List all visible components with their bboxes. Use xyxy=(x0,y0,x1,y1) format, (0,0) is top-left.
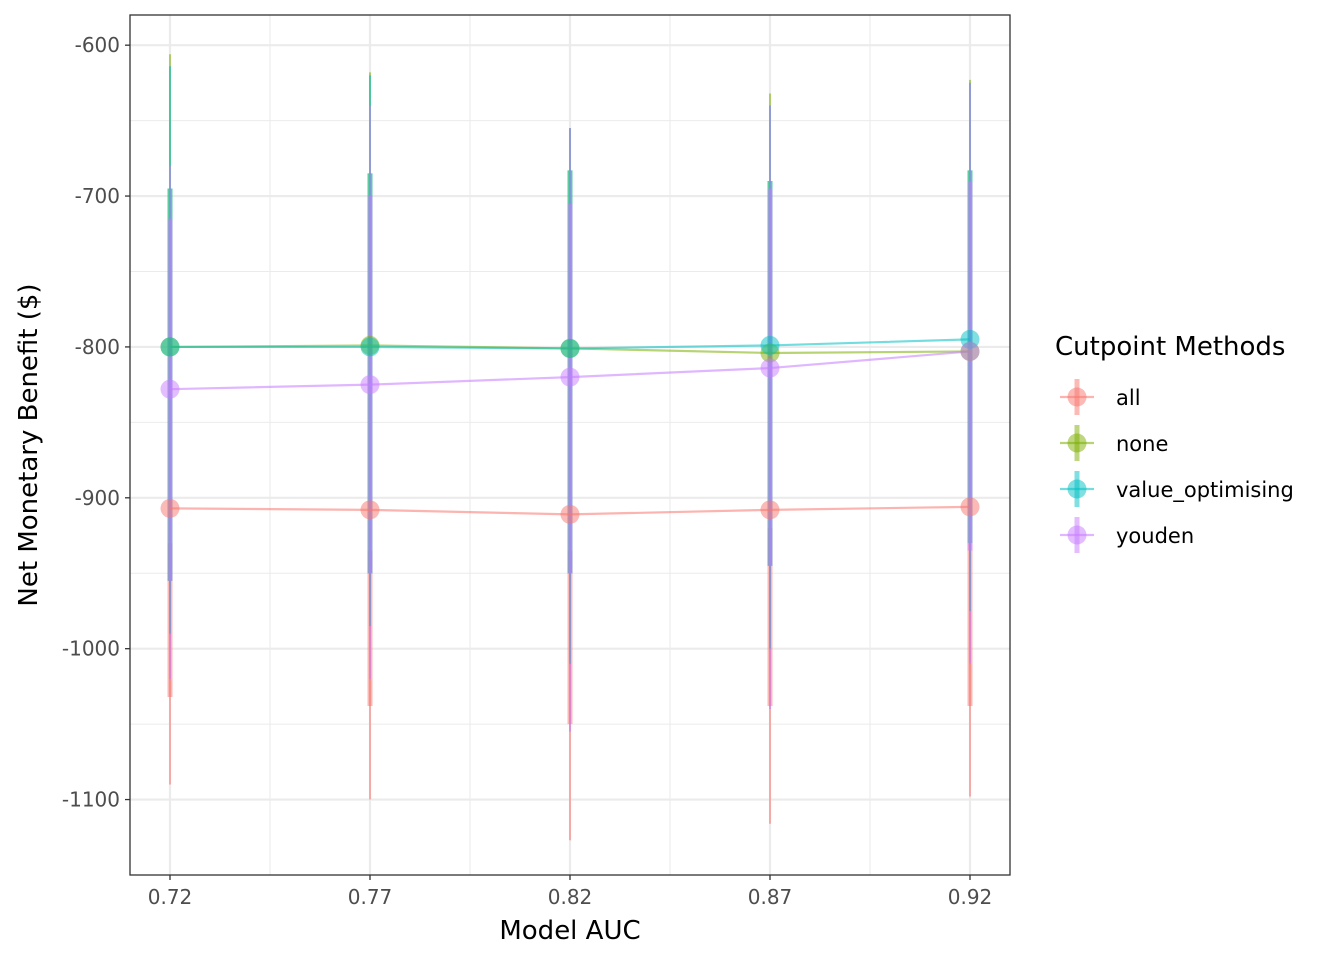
data-point-value_optimising xyxy=(561,339,580,358)
legend-item-value_optimising: value_optimising xyxy=(1060,471,1294,507)
data-point-youden xyxy=(161,380,180,399)
y-tick-label: -800 xyxy=(75,335,120,359)
legend-marker xyxy=(1068,480,1087,499)
legend-title: Cutpoint Methods xyxy=(1055,332,1285,362)
data-point-value_optimising xyxy=(761,336,780,355)
y-tick-label: -1100 xyxy=(62,788,120,812)
y-tick-label: -1000 xyxy=(62,637,120,661)
x-tick-label: 0.87 xyxy=(748,885,793,909)
data-point-value_optimising xyxy=(161,337,180,356)
data-point-youden xyxy=(561,368,580,387)
legend-item-all: all xyxy=(1060,379,1141,415)
x-tick-label: 0.82 xyxy=(548,885,593,909)
data-point-youden xyxy=(761,359,780,378)
data-point-all xyxy=(561,505,580,524)
legend-label: youden xyxy=(1116,524,1194,548)
data-point-all xyxy=(361,500,380,519)
x-tick-label: 0.77 xyxy=(348,885,393,909)
legend: Cutpoint Methods all none value_optimising… xyxy=(1055,332,1294,553)
data-point-all xyxy=(961,497,980,516)
legend-marker xyxy=(1068,526,1087,545)
data-point-value_optimising xyxy=(361,337,380,356)
y-tick-label: -600 xyxy=(75,33,120,57)
y-tick-label: -700 xyxy=(75,184,120,208)
x-axis-title: Model AUC xyxy=(499,916,640,946)
legend-label: value_optimising xyxy=(1116,478,1294,503)
legend-item-youden: youden xyxy=(1060,517,1194,553)
legend-label: none xyxy=(1116,432,1168,456)
legend-item-none: none xyxy=(1060,425,1168,461)
legend-label: all xyxy=(1116,386,1141,410)
data-point-all xyxy=(761,500,780,519)
data-point-all xyxy=(161,499,180,518)
x-tick-label: 0.72 xyxy=(148,885,193,909)
data-point-youden xyxy=(361,375,380,394)
data-point-youden xyxy=(961,342,980,361)
y-axis-title: Net Monetary Benefit ($) xyxy=(14,283,44,606)
x-tick-label: 0.92 xyxy=(948,885,993,909)
legend-marker xyxy=(1068,434,1087,453)
legend-marker xyxy=(1068,388,1087,407)
y-tick-label: -900 xyxy=(75,486,120,510)
